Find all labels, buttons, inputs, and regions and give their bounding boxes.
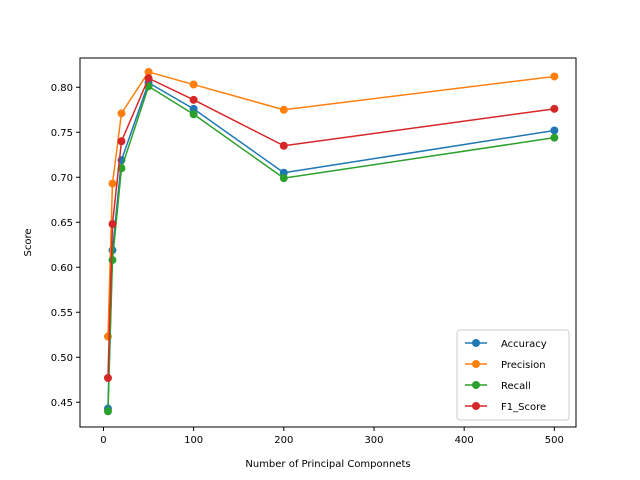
legend-box <box>456 329 570 421</box>
legend-marker <box>472 339 480 347</box>
y-axis: 0.45 0.50 0.55 0.60 0.65 0.70 0.75 0.80 <box>51 83 80 409</box>
data-point <box>117 137 126 146</box>
legend: Accuracy Precision Recall F1_Score <box>456 329 570 421</box>
legend-item: Accuracy <box>465 339 547 350</box>
data-point <box>550 133 559 142</box>
legend-label: Recall <box>501 381 531 392</box>
y-tick-label: 0.45 <box>51 398 73 409</box>
legend-marker <box>472 402 480 410</box>
data-point <box>279 141 288 150</box>
data-point <box>144 67 153 76</box>
legend-item: Precision <box>465 360 546 371</box>
series-recall <box>103 82 559 416</box>
plot-area <box>103 67 559 416</box>
y-tick-label: 0.55 <box>51 308 73 319</box>
data-point <box>189 95 198 104</box>
series-f1-score <box>103 74 559 382</box>
data-point <box>108 220 117 229</box>
data-point <box>103 373 112 382</box>
y-tick-label: 0.75 <box>51 128 73 139</box>
data-point <box>189 110 198 119</box>
legend-item: F1_Score <box>465 402 546 413</box>
data-point <box>550 126 559 135</box>
x-tick-label: 100 <box>184 435 203 446</box>
y-tick-label: 0.50 <box>51 353 73 364</box>
y-tick-label: 0.65 <box>51 218 73 229</box>
data-point <box>108 256 117 265</box>
legend-marker <box>472 360 480 368</box>
y-tick-label: 0.80 <box>51 83 73 94</box>
y-tick-label: 0.60 <box>51 263 73 274</box>
x-tick-label: 0 <box>100 435 106 446</box>
x-tick-label: 200 <box>274 435 293 446</box>
x-tick-label: 300 <box>364 435 383 446</box>
y-axis-label: Score <box>23 228 34 256</box>
data-point <box>550 104 559 113</box>
data-point <box>550 72 559 81</box>
data-point <box>144 74 153 83</box>
data-point <box>117 109 126 118</box>
data-point <box>279 105 288 114</box>
data-point <box>189 80 198 89</box>
x-axis: 0 100 200 300 400 500 <box>100 427 564 446</box>
x-tick-label: 500 <box>545 435 564 446</box>
x-tick-label: 400 <box>455 435 474 446</box>
legend-label: F1_Score <box>501 402 546 413</box>
legend-item: Recall <box>465 381 531 392</box>
y-tick-label: 0.70 <box>51 173 73 184</box>
legend-label: Accuracy <box>501 339 547 350</box>
legend-marker <box>472 381 480 389</box>
x-axis-label: Number of Principal Componnets <box>245 459 410 470</box>
data-point <box>108 179 117 188</box>
legend-label: Precision <box>501 360 546 371</box>
data-point <box>279 174 288 183</box>
axes-frame <box>79 57 577 428</box>
data-point <box>103 407 112 416</box>
